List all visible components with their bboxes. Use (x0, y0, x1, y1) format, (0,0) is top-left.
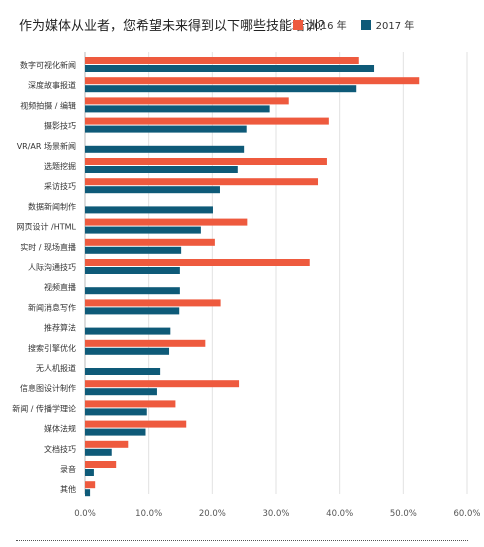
bar-2017 (85, 246, 182, 254)
category-label: 视频直播 (44, 282, 76, 292)
category-label: 文档技巧 (44, 444, 76, 454)
bar-2017 (85, 307, 180, 315)
bar-2016 (85, 77, 420, 85)
x-tick-label: 50.0% (390, 509, 417, 519)
category-label: 人际沟通技巧 (28, 262, 76, 272)
category-label: 深度故事报道 (28, 80, 76, 90)
bar-2017 (85, 428, 146, 436)
bar-2017 (85, 327, 171, 335)
bar-2017 (85, 287, 180, 295)
bar-2017 (85, 469, 94, 476)
bar-2016 (85, 339, 206, 347)
bar-2016 (85, 400, 176, 408)
bar-2016 (85, 481, 96, 489)
bar-2017 (85, 166, 238, 173)
bar-2017 (85, 368, 161, 375)
bar-2017 (85, 145, 245, 153)
category-label: 录音 (60, 464, 76, 474)
bar-2016 (85, 420, 187, 428)
category-label: 数据新闻制作 (28, 201, 76, 211)
category-label: 新闻 / 传播学理论 (12, 403, 76, 413)
bar-2017 (85, 226, 201, 234)
bar-2017 (85, 388, 157, 396)
category-label: 搜索引擎优化 (28, 343, 76, 353)
legend-label-2016: 2016 年 (308, 21, 347, 32)
bar-2017 (85, 105, 270, 113)
bar-2017 (85, 85, 357, 93)
category-label: 选题挖掘 (44, 161, 76, 171)
bar-2017 (85, 489, 91, 497)
x-tick-label: 60.0% (453, 509, 480, 519)
bar-2016 (85, 158, 327, 165)
bar-2017 (85, 448, 112, 456)
category-label: 视频拍摄 / 编辑 (20, 100, 76, 110)
bar-2016 (85, 218, 248, 226)
legend-swatch-2017 (360, 19, 371, 30)
bar-2017 (85, 347, 170, 355)
legend: 2016 年 2017 年 (293, 17, 428, 32)
bottom-divider (16, 540, 468, 541)
category-label: 实时 / 现场直播 (20, 242, 76, 252)
bar-2017 (85, 65, 375, 72)
bar-2016 (85, 461, 117, 468)
bar-2017 (85, 125, 247, 133)
bar-2016 (85, 299, 221, 307)
category-label: 摄影技巧 (44, 121, 76, 131)
category-label: 其他 (60, 484, 76, 494)
x-tick-label: 20.0% (199, 509, 226, 519)
category-label: 无人机报道 (36, 363, 76, 373)
category-label: 信息图设计制作 (20, 383, 76, 393)
category-label: 网页设计 /HTML (17, 222, 77, 232)
category-label: 采访技巧 (44, 181, 76, 191)
legend-label-2017: 2017 年 (375, 21, 415, 32)
bar-2016 (85, 259, 310, 266)
x-tick-label: 0.0% (74, 509, 96, 519)
x-tick-label: 10.0% (135, 509, 162, 519)
bar-2016 (85, 57, 359, 64)
category-label: 媒体法规 (44, 424, 76, 434)
category-label: VR/AR 场景新闻 (17, 141, 76, 151)
legend-item-2017: 2017 年 (360, 17, 415, 32)
bar-2017 (85, 206, 213, 214)
category-label: 新闻消息写作 (28, 302, 76, 312)
category-label: 数字可视化新闻 (20, 60, 76, 70)
bar-2017 (85, 267, 180, 274)
legend-swatch-2016 (293, 19, 303, 30)
bar-2016 (85, 178, 319, 186)
bar-2017 (85, 408, 147, 416)
bar-2016 (85, 380, 240, 388)
x-tick-label: 30.0% (262, 509, 289, 519)
x-tick-label: 40.0% (326, 509, 353, 519)
bar-2016 (85, 117, 329, 125)
bar-2016 (85, 238, 215, 246)
category-label: 推荐算法 (44, 323, 76, 333)
bar-2017 (85, 186, 220, 194)
bar-2016 (85, 440, 129, 448)
bar-2016 (85, 97, 289, 105)
legend-item-2016: 2016 年 (293, 17, 347, 32)
chart-title: 作为媒体从业者，您希望未来得到以下哪些技能培训？ (19, 19, 332, 34)
